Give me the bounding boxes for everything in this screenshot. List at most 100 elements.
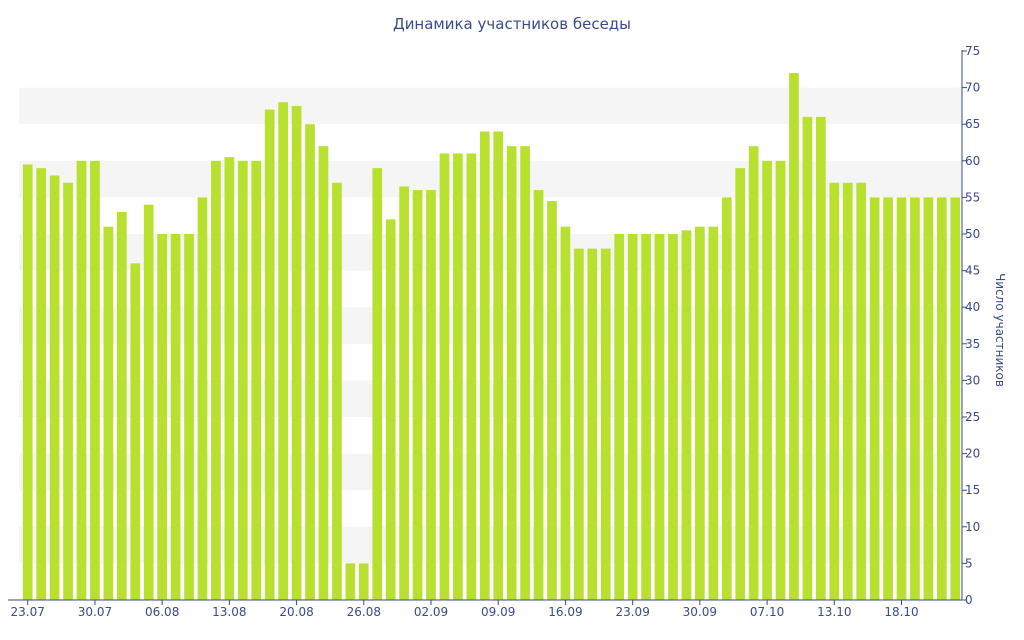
bar [937,197,947,600]
x-tick-label: 06.08 [145,605,179,619]
bar [184,234,194,600]
bar [533,190,544,600]
x-tick-label: 30.09 [683,605,717,619]
bar [641,234,651,600]
bar [90,160,100,601]
x-tick-label: 07.10 [750,605,784,619]
bar [412,190,423,600]
bar [560,226,571,600]
bar [910,197,920,600]
bar [305,124,315,600]
y-tick-label: 40 [965,300,980,314]
bar [63,182,73,600]
bar [869,197,880,600]
bar [547,201,557,600]
y-tick-label: 65 [965,117,980,131]
bar [587,248,598,600]
bar [358,563,369,600]
bar [856,182,867,600]
bar [721,197,732,600]
bar [668,234,678,600]
y-tick-label: 55 [965,190,980,204]
bars [22,72,961,601]
bar [318,146,329,600]
bar [816,116,826,600]
bar [278,102,288,601]
x-tick-label: 16.09 [548,605,582,619]
bar [829,182,840,600]
bar [49,175,60,600]
y-tick-label: 75 [965,44,980,58]
chart-title: Динамика участников беседы [393,15,631,33]
bar [748,146,759,600]
bar [614,234,625,600]
bar [627,234,638,600]
bar [345,563,356,600]
bar [197,197,208,600]
x-tick-label: 09.09 [481,605,515,619]
y-tick-label: 0 [965,593,973,607]
x-tick-label: 20.08 [279,605,313,619]
bar [103,226,114,600]
bar [439,153,450,601]
y-tick-label: 45 [965,264,980,278]
bar [802,116,813,600]
bar [896,197,907,600]
bar [453,153,463,601]
bar [950,197,961,600]
bar [681,230,692,600]
y-tick-label: 35 [965,337,980,351]
bar [708,226,719,600]
bar [264,109,275,600]
x-tick-label: 02.09 [414,605,448,619]
y-tick-label: 5 [965,556,973,570]
y-tick-label: 50 [965,227,980,241]
bar [654,234,665,600]
y-axis-label: Число участников [993,273,1007,387]
x-tick-label: 18.10 [884,605,918,619]
bar [399,186,409,601]
y-tick-label: 20 [965,447,980,461]
y-tick-label: 30 [965,373,980,387]
bar [883,197,893,600]
bar [695,226,705,600]
bar [116,212,127,601]
bar [291,105,302,601]
bar [211,160,221,601]
x-tick-label: 13.10 [817,605,851,619]
bar [600,248,611,600]
bar [735,168,746,600]
bar [466,153,477,601]
bar [157,234,167,600]
bar [506,146,517,600]
bar [237,160,248,601]
bar [574,248,584,600]
x-tick-label: 23.07 [11,605,45,619]
bar [426,190,436,600]
bar [143,204,154,600]
bar [22,164,33,600]
bar [842,182,853,600]
bar [36,168,46,600]
y-tick-label: 25 [965,410,980,424]
y-tick-label: 60 [965,154,980,168]
bar [76,160,87,601]
bar [251,160,262,601]
bar [775,160,786,601]
bar [130,263,141,600]
bar [372,168,383,600]
bar [762,160,772,601]
x-tick-label: 13.08 [212,605,246,619]
axes: 0 5 10 15 20 25 30 35 40 45 50 55 60 65 70 75 23.07 30.07… [8,44,980,619]
bar [224,157,235,600]
y-tick-label: 10 [965,520,980,534]
x-tick-label: 23.09 [615,605,649,619]
bar [520,146,530,600]
bar [385,219,396,601]
y-tick-label: 70 [965,81,980,95]
x-tick-label: 26.08 [347,605,381,619]
y-tick-label: 15 [965,483,980,497]
bar [332,182,342,600]
bar [923,197,934,600]
